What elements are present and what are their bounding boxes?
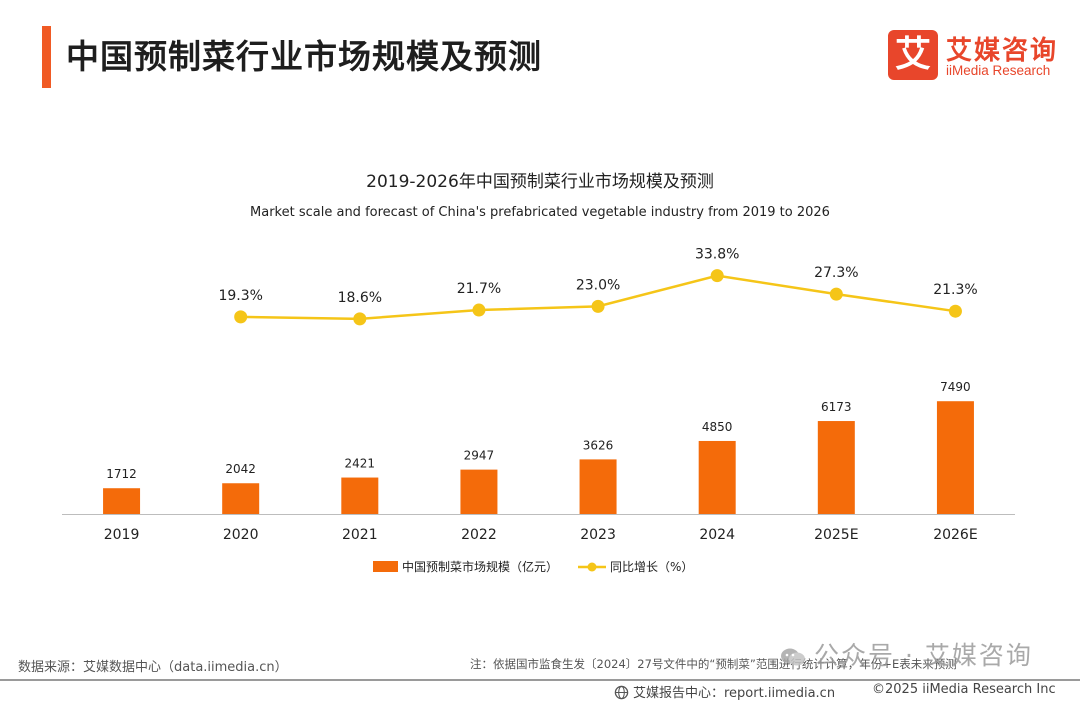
wechat-icon	[781, 648, 805, 666]
bar-label-2023: 3626	[583, 438, 614, 452]
x-tick-2023: 2023	[580, 527, 616, 543]
x-tick-2024: 2024	[699, 527, 735, 543]
bar-label-2021: 2421	[345, 457, 376, 471]
chart-subtitle: Market scale and forecast of China's pre…	[250, 205, 830, 220]
footnote: 注：依据国市监食生发〔2024〕27号文件中的“预制菜”范围进行统计计算，年份+…	[470, 657, 957, 671]
bar-label-2020: 2042	[225, 462, 256, 476]
footer-divider	[0, 679, 1080, 681]
growth-point-2024	[710, 269, 724, 283]
logo-en-text: iiMedia Research	[946, 63, 1051, 78]
bar-2024	[698, 440, 736, 514]
bar-label-2025E: 6173	[821, 400, 852, 414]
bar-label-2022: 2947	[464, 449, 495, 463]
bar-2019	[103, 488, 141, 514]
data-source: 数据来源：艾媒数据中心（data.iimedia.cn）	[18, 660, 288, 675]
growth-point-2022	[472, 303, 486, 317]
growth-point-2021	[353, 312, 367, 326]
x-tick-2020: 2020	[223, 527, 259, 543]
bar-label-2026E: 7490	[940, 380, 971, 394]
x-tick-2026E: 2026E	[933, 527, 977, 543]
page-title: 中国预制菜行业市场规模及预测	[66, 37, 542, 76]
globe-icon	[614, 685, 629, 700]
bar-label-2019: 1712	[106, 467, 137, 481]
x-tick-2021: 2021	[342, 527, 378, 543]
watermark-text: 公众号 · 艾媒咨询	[814, 641, 1033, 670]
x-tick-2019: 2019	[104, 527, 140, 543]
bar-2026E	[936, 401, 974, 514]
title-accent-bar	[42, 26, 51, 88]
report-center-text: 艾媒报告中心：report.iimedia.cn	[633, 686, 836, 701]
x-tick-2025E: 2025E	[814, 527, 858, 543]
logo-mark: 艾	[888, 30, 938, 80]
growth-label-2024: 33.8%	[695, 247, 739, 263]
growth-label-2023: 23.0%	[576, 277, 620, 293]
growth-label-2021: 18.6%	[338, 290, 382, 306]
legend-line-marker	[587, 562, 597, 572]
bar-2020	[222, 483, 260, 514]
growth-label-2025E: 27.3%	[814, 265, 858, 281]
iimedia-logo: 艾 艾媒咨询 iiMedia Research	[888, 30, 1063, 82]
bar-2021	[341, 477, 379, 514]
wechat-watermark: 公众号 · 艾媒咨询	[780, 636, 1033, 672]
growth-label-2020: 19.3%	[218, 288, 262, 304]
growth-label-2026E: 21.3%	[933, 282, 977, 298]
logo-cn-text: 艾媒咨询	[946, 36, 1059, 66]
growth-point-2020	[234, 310, 248, 324]
bar-2025E	[817, 421, 855, 514]
chart-title: 2019-2026年中国预制菜行业市场规模及预测	[366, 172, 714, 192]
bar-label-2024: 4850	[702, 420, 733, 434]
growth-label-2022: 21.7%	[457, 281, 501, 297]
legend-bar-swatch	[373, 561, 398, 572]
growth-point-2023	[591, 299, 605, 313]
bar-2022	[460, 469, 498, 514]
report-center: 艾媒报告中心：report.iimedia.cn	[614, 682, 835, 701]
legend-line-label: 同比增长（%）	[610, 560, 693, 574]
growth-point-2025E	[829, 287, 843, 301]
copyright: ©2025 iiMedia Research Inc	[872, 682, 1056, 697]
legend-bar-label: 中国预制菜市场规模（亿元）	[402, 559, 558, 574]
growth-point-2026E	[948, 304, 962, 318]
x-tick-2022: 2022	[461, 527, 497, 543]
market-scale-chart: 2019-2026年中国预制菜行业市场规模及预测 Market scale and…	[62, 172, 1015, 574]
bar-2023	[579, 459, 617, 514]
